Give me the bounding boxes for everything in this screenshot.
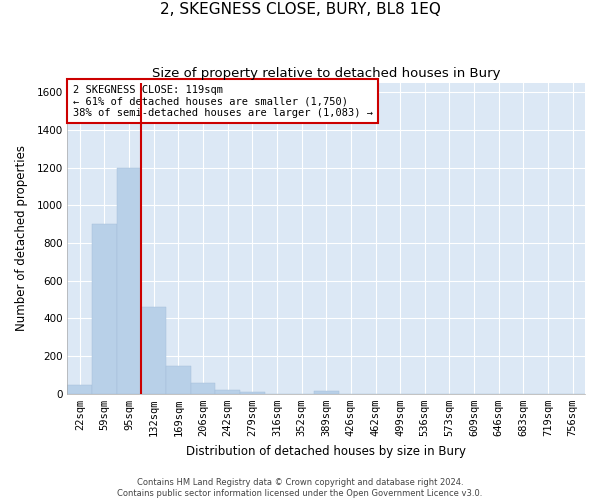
Text: 2 SKEGNESS CLOSE: 119sqm
← 61% of detached houses are smaller (1,750)
38% of sem: 2 SKEGNESS CLOSE: 119sqm ← 61% of detach… (73, 84, 373, 118)
Bar (215, 390, 240, 394)
Y-axis label: Number of detached properties: Number of detached properties (15, 146, 28, 332)
Bar (240, 392, 265, 394)
Text: Contains HM Land Registry data © Crown copyright and database right 2024.
Contai: Contains HM Land Registry data © Crown c… (118, 478, 482, 498)
Bar (92, 224, 117, 394)
Bar (117, 168, 142, 394)
Bar (142, 307, 166, 394)
Bar (314, 391, 338, 394)
Text: 2, SKEGNESS CLOSE, BURY, BL8 1EQ: 2, SKEGNESS CLOSE, BURY, BL8 1EQ (160, 2, 440, 18)
Bar (191, 384, 215, 394)
Bar (166, 366, 191, 394)
Title: Size of property relative to detached houses in Bury: Size of property relative to detached ho… (152, 68, 500, 80)
X-axis label: Distribution of detached houses by size in Bury: Distribution of detached houses by size … (186, 444, 466, 458)
Bar (67, 386, 92, 394)
